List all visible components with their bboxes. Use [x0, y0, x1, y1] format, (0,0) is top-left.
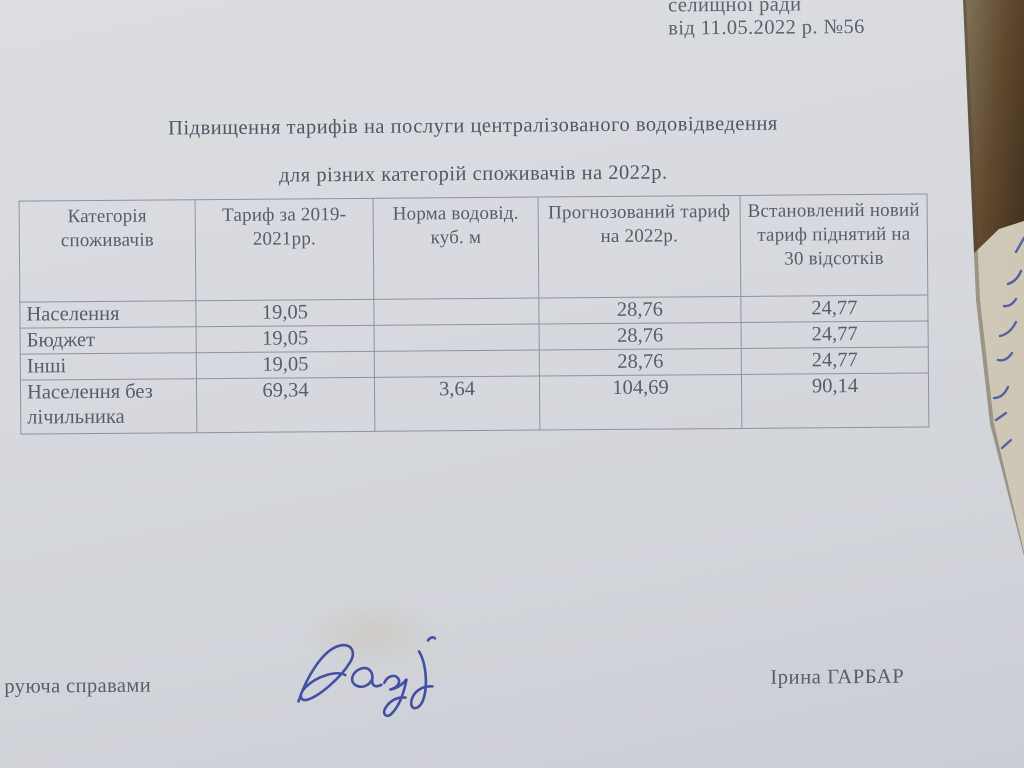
table-header-row: Категорія споживачів Тариф за 2019-2021р… — [19, 193, 928, 303]
cell-new-tariff: 24,77 — [741, 346, 929, 375]
cell-category: Бюджет — [20, 326, 197, 355]
cell-new-tariff: 90,14 — [741, 372, 929, 429]
cell-tariff-2019-2021: 19,05 — [195, 299, 375, 327]
cell-forecast-2022: 28,76 — [539, 348, 742, 377]
reference-line-1: селищної ради — [667, 0, 802, 17]
col-header-new-tariff: Встановлений новий тариф піднятий на 30 … — [740, 193, 928, 297]
document-title-line-1: Підвищення тарифів на послуги централізо… — [168, 112, 778, 140]
col-header-category: Категорія споживачів — [19, 199, 196, 303]
cell-forecast-2022: 28,76 — [538, 296, 742, 325]
col-header-norm: Норма водовід. куб. м — [373, 197, 539, 300]
cell-new-tariff: 24,77 — [740, 294, 929, 323]
col-header-forecast-2022: Прогнозований тариф на 2022р. — [538, 195, 741, 299]
cell-norm — [373, 298, 540, 326]
cell-norm: 3,64 — [374, 376, 540, 432]
cell-tariff-2019-2021: 69,34 — [196, 377, 375, 433]
tariff-table: Категорія споживачів Тариф за 2019-2021р… — [19, 193, 930, 435]
cell-category: Населення без лічильника — [20, 378, 197, 435]
cell-forecast-2022: 104,69 — [539, 374, 742, 431]
footer-role-label: руюча справами — [4, 674, 152, 698]
document-reference: селищної ради від 11.05.2022 р. №56 — [668, 0, 865, 41]
cell-category: Населення — [19, 300, 197, 329]
cell-forecast-2022: 28,76 — [539, 322, 742, 351]
col-header-tariff-2019-2021: Тариф за 2019-2021рр. — [195, 198, 374, 301]
footer-signatory-name: Ірина ГАРБАР — [770, 665, 905, 689]
cell-norm — [374, 324, 540, 352]
cell-new-tariff: 24,77 — [741, 320, 929, 349]
table-row: Населення без лічильника 69,34 3,64 104,… — [20, 372, 929, 435]
reference-line-2: від 11.05.2022 р. №56 — [668, 15, 865, 40]
cell-category: Інші — [20, 352, 197, 381]
cell-tariff-2019-2021: 19,05 — [196, 351, 375, 379]
cell-tariff-2019-2021: 19,05 — [196, 325, 375, 353]
signature — [297, 636, 437, 718]
cell-norm — [374, 350, 540, 378]
document-title-line-2: для різних категорій споживачів на 2022р… — [278, 161, 668, 187]
